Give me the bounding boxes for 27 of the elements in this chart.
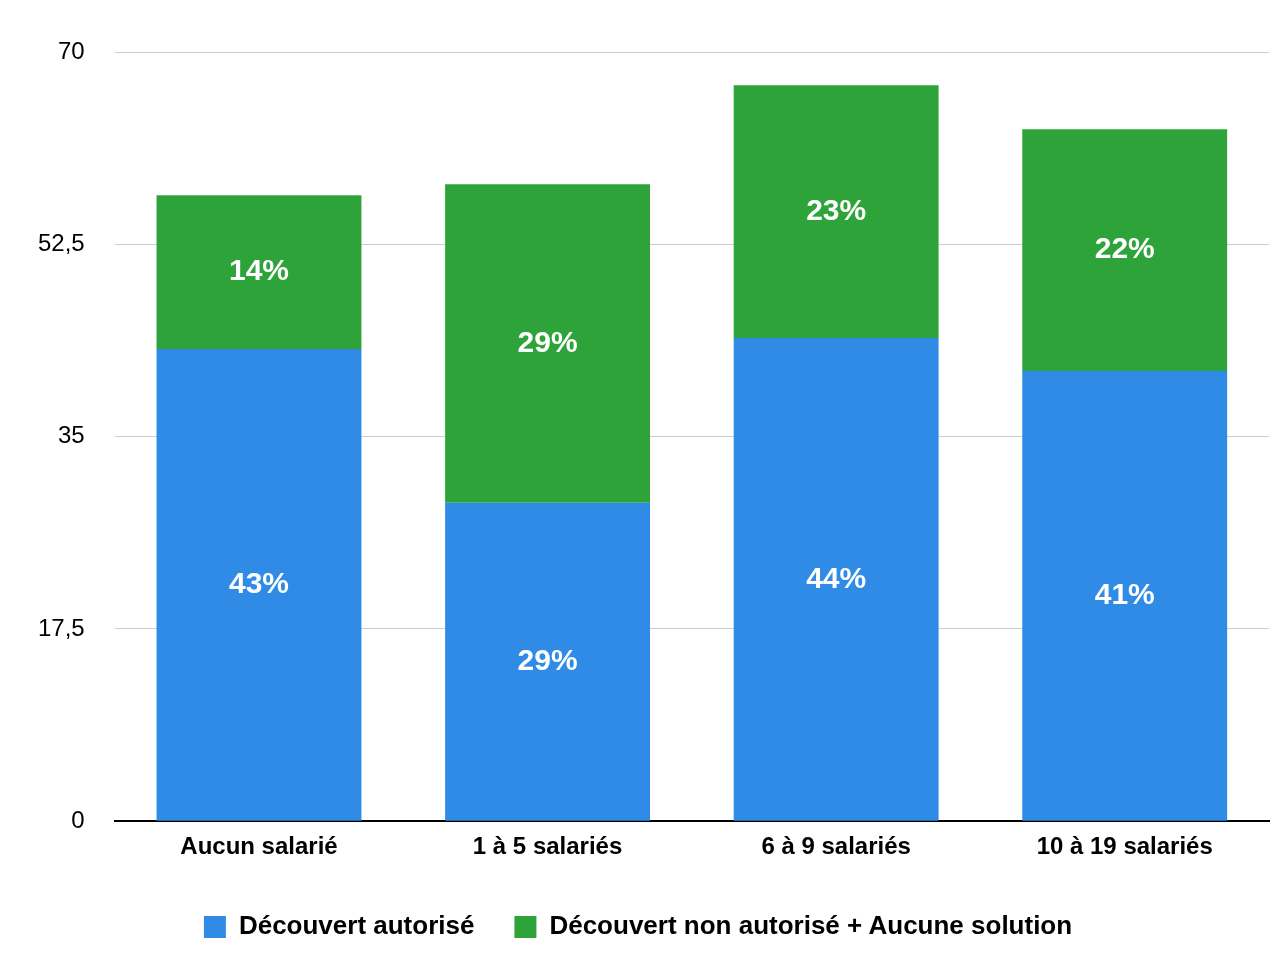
bar [445, 184, 651, 503]
x-tick-label: Aucun salarié [180, 832, 338, 860]
data-label: 41% [1094, 577, 1155, 611]
data-label: 22% [1094, 231, 1155, 265]
bar [445, 502, 651, 821]
x-tick-label: 10 à 19 salariés [1036, 832, 1213, 860]
y-tick-label: 17,5 [37, 613, 85, 641]
x-tick-label: 1 à 5 salariés [472, 832, 623, 860]
y-tick-label: 35 [58, 421, 85, 449]
y-tick-label: 70 [58, 37, 85, 65]
data-label: 29% [517, 642, 578, 676]
bar [1022, 370, 1228, 821]
data-label: 23% [806, 192, 867, 226]
y-tick-label: 52,5 [37, 229, 85, 257]
bar [733, 85, 939, 338]
data-label: 29% [517, 324, 578, 358]
data-label: 14% [228, 253, 290, 287]
bar [156, 195, 362, 349]
data-label: 44% [806, 560, 867, 594]
legend-label: Découvert autorisé [238, 910, 475, 941]
y-tick-label: 0 [71, 805, 85, 833]
bar [156, 348, 362, 821]
x-tick-label: 6 à 9 salariés [761, 832, 911, 860]
legend-label: Découvert non autorisé + Aucune solution [549, 910, 1073, 941]
data-label: 43% [228, 566, 290, 600]
bar [1022, 129, 1228, 371]
bar [733, 337, 939, 821]
